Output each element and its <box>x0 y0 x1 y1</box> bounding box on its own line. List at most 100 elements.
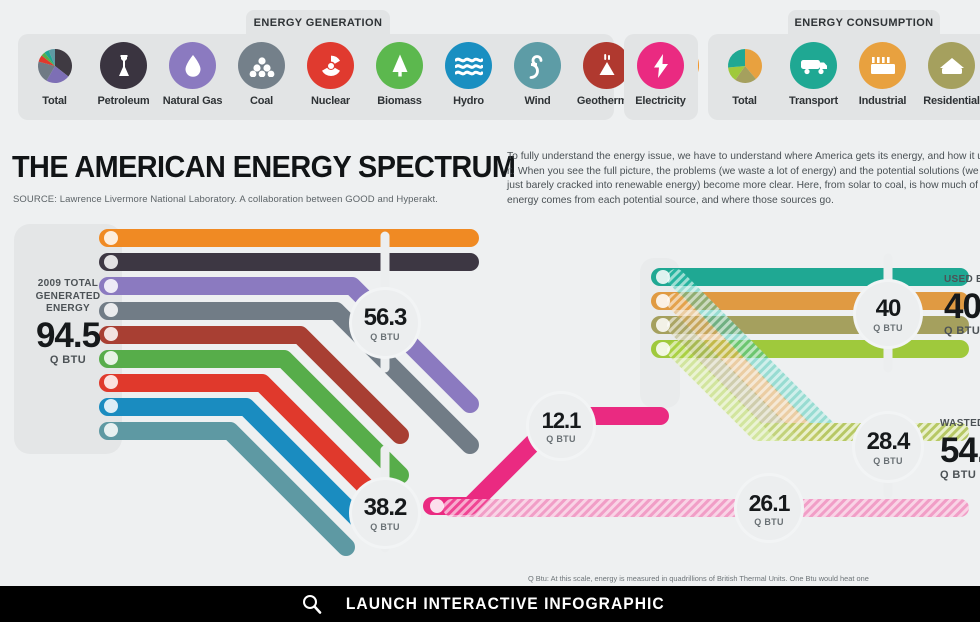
node-12-1-unit: Q BTU <box>546 434 576 444</box>
node-38-2: 38.2 Q BTU <box>352 480 418 546</box>
sankey-diagram: 2009 TOTAL GENERATED ENERGY 94.5 Q BTU U… <box>0 218 980 576</box>
left-total-value: 94.5 <box>35 315 101 355</box>
nav-item-wind[interactable]: Wind <box>503 42 572 107</box>
ribbon-head-hydro <box>104 399 118 413</box>
node-28-4-unit: Q BTU <box>873 456 903 466</box>
nav-item-residential[interactable]: Residential <box>917 42 980 107</box>
ribbon-head-solar <box>104 231 118 245</box>
ribbon-head-commercial <box>656 342 670 356</box>
electricity-items: Electricity <box>626 42 695 107</box>
nav-item-label: Residential <box>923 95 980 107</box>
radiation-icon <box>307 42 354 89</box>
gas-flame-drop-icon <box>169 42 216 89</box>
nav-item-industrial[interactable]: Industrial <box>848 42 917 107</box>
node-56-3-value: 56.3 <box>363 304 408 331</box>
ribbon-head-petroleum <box>104 255 118 269</box>
sankey-canvas <box>14 224 969 556</box>
right-wasted-value: 54.5 <box>940 430 980 470</box>
ribbon-head-residential <box>656 318 670 332</box>
ribbon-head-geothermal <box>104 327 118 341</box>
truck-icon <box>790 42 837 89</box>
right-wasted-caption: WASTED ENERGY <box>940 418 980 429</box>
nav-item-hydro[interactable]: Hydro <box>434 42 503 107</box>
magnifier-icon <box>301 593 323 615</box>
right-wasted-unit: Q BTU <box>940 468 977 481</box>
node-26-1: 26.1 Q BTU <box>737 476 801 540</box>
right-used-caption: USED ENERGY <box>944 274 980 285</box>
ribbon-head-natural-gas <box>104 279 118 293</box>
nav-item-label: Hydro <box>453 95 484 107</box>
factory-icon <box>859 42 906 89</box>
nav-item-electricity[interactable]: Electricity <box>626 42 695 107</box>
house-icon <box>928 42 975 89</box>
ribbon-head-electricity <box>430 499 444 513</box>
nav-item-transport[interactable]: Transport <box>779 42 848 107</box>
nav-item-label: Nuclear <box>311 95 350 107</box>
node-38-2-value: 38.2 <box>363 494 408 521</box>
node-12-1-value: 12.1 <box>541 408 582 433</box>
page-title: THE AMERICAN ENERGY SPECTRUM <box>12 149 516 184</box>
nav-item-natural-gas[interactable]: Natural Gas <box>158 42 227 107</box>
node-12-1: 12.1 Q BTU <box>529 394 593 458</box>
nav-item-label: Total <box>42 95 67 107</box>
node-40-value: 40 <box>875 295 902 322</box>
wind-swirl-icon <box>514 42 561 89</box>
nav-item-total[interactable]: Total <box>20 42 89 107</box>
pie-chart-icon <box>721 42 768 89</box>
nav-item-label: Biomass <box>377 95 422 107</box>
nav-item-petroleum[interactable]: Petroleum <box>89 42 158 107</box>
nav-item-label: Wind <box>524 95 551 107</box>
nav-item-label: Total <box>732 95 757 107</box>
node-40: 40 Q BTU <box>856 282 920 346</box>
nav-item-label: Geothermal <box>576 95 637 107</box>
node-56-3-unit: Q BTU <box>370 332 400 342</box>
left-total-caption: 2009 TOTAL GENERATED ENERGY <box>35 278 101 314</box>
ribbon-head-wind <box>104 423 118 437</box>
left-total-panel: 2009 TOTAL GENERATED ENERGY 94.5 Q BTU <box>18 278 118 366</box>
launch-interactive-bar[interactable]: LAUNCH INTERACTIVE INFOGRAPHIC <box>0 586 980 622</box>
right-used-unit: Q BTU <box>944 324 980 337</box>
nav-item-label: Electricity <box>635 95 686 107</box>
nav-item-label: Natural Gas <box>162 95 223 107</box>
lightning-bolt-icon <box>637 42 684 89</box>
consumption-items: Total Transport Industrial Residential C… <box>710 42 980 107</box>
ribbon-head-nuclear <box>104 375 118 389</box>
consumption-tab: ENERGY CONSUMPTION <box>788 10 940 36</box>
tree-icon <box>376 42 423 89</box>
node-56-3: 56.3 Q BTU <box>352 290 418 356</box>
footnote: Q Btu: At this scale, energy is measured… <box>528 574 869 583</box>
nav-item-total[interactable]: Total <box>710 42 779 107</box>
nav-item-biomass[interactable]: Biomass <box>365 42 434 107</box>
intro-paragraph: To fully understand the energy issue, we… <box>507 151 980 206</box>
ribbon-head-coal <box>104 303 118 317</box>
source-line: SOURCE: Lawrence Livermore National Labo… <box>13 194 438 205</box>
nav-item-label: Transport <box>789 95 838 107</box>
left-total-unit: Q BTU <box>49 353 87 366</box>
launch-interactive-label: LAUNCH INTERACTIVE INFOGRAPHIC <box>346 594 665 613</box>
nav-item-coal[interactable]: Coal <box>227 42 296 107</box>
ribbon-head-industrial <box>656 294 670 308</box>
ribbon-head-biomass <box>104 351 118 365</box>
node-28-4: 28.4 Q BTU <box>855 414 921 480</box>
node-26-1-unit: Q BTU <box>754 516 784 527</box>
node-26-1-value: 26.1 <box>748 489 791 516</box>
generation-tab-label: ENERGY GENERATION <box>253 17 383 29</box>
coal-lumps-icon <box>238 42 285 89</box>
node-28-4-value: 28.4 <box>866 428 911 455</box>
geyser-icon <box>583 42 630 89</box>
pie-chart-icon <box>31 42 78 89</box>
nav-item-label: Industrial <box>858 95 907 107</box>
consumption-tab-label: ENERGY CONSUMPTION <box>794 17 934 29</box>
water-waves-icon <box>445 42 492 89</box>
node-38-2-unit: Q BTU <box>370 522 400 532</box>
nav-item-geothermal[interactable]: Geothermal <box>572 42 641 107</box>
right-wasted-panel: WASTED ENERGY 54.5 Q BTU <box>940 418 980 481</box>
oil-derrick-icon <box>100 42 147 89</box>
generation-items: Total Petroleum Natural Gas Coal Nuclear… <box>20 42 710 107</box>
node-40-unit: Q BTU <box>873 323 903 333</box>
ribbon-head-transport <box>656 270 670 284</box>
nav-item-nuclear[interactable]: Nuclear <box>296 42 365 107</box>
generation-ribbons <box>99 229 479 556</box>
nav-item-label: Petroleum <box>97 95 150 107</box>
